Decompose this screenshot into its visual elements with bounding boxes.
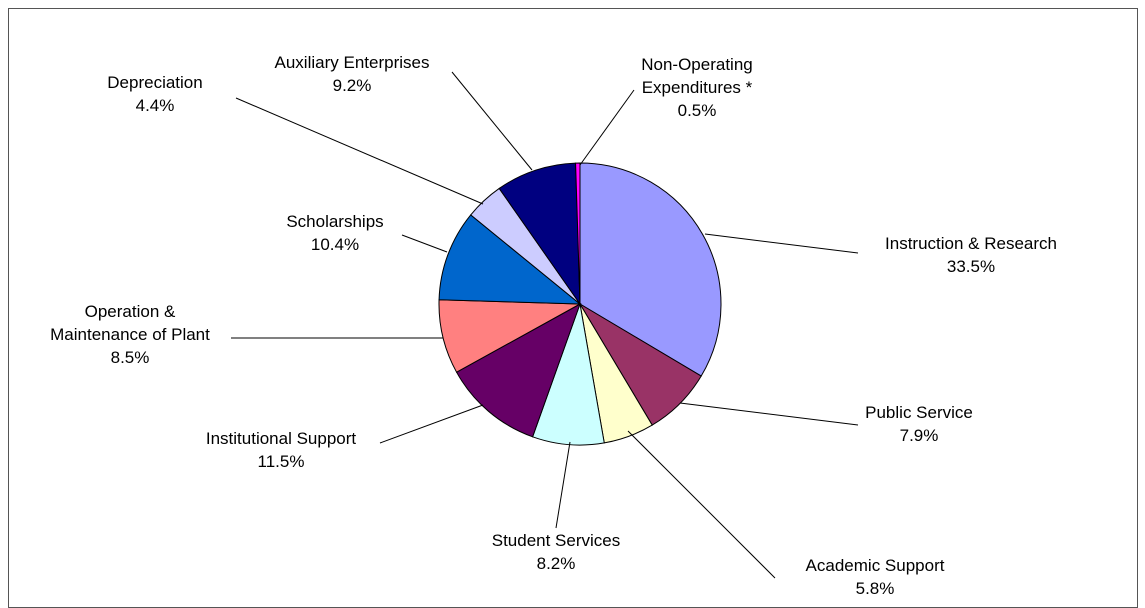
slice-label-operation-maintenance-of-plant: Maintenance of Plant [50, 325, 210, 344]
slice-value-non-operating-expenditures: 0.5% [678, 101, 717, 120]
slice-label-institutional-support: Institutional Support [206, 429, 357, 448]
slice-value-instruction-research: 33.5% [947, 257, 995, 276]
slice-label-student-services: Student Services [492, 531, 621, 550]
leader-line-non-operating-expenditures [579, 89, 635, 166]
slice-label-public-service: Public Service [865, 403, 973, 422]
slice-scholarships [438, 214, 582, 305]
leader-line-scholarships [401, 234, 448, 253]
leader-line-student-services [555, 441, 571, 529]
leader-line-auxiliary-enterprises [451, 71, 533, 171]
slice-label-operation-maintenance-of-plant: Operation & [85, 302, 176, 321]
slice-labels: Instruction & Research 33.5% Public Servic… [50, 53, 1057, 598]
slice-value-institutional-support: 11.5% [258, 452, 305, 471]
leader-line-depreciation [235, 97, 484, 205]
slice-auxiliary-enterprises [498, 162, 581, 306]
leader-line-academic-support [627, 430, 776, 579]
slice-label-non-operating-expenditures: Non-Operating [641, 55, 753, 74]
slice-value-auxiliary-enterprises: 9.2% [333, 76, 372, 95]
slice-value-student-services: 8.2% [537, 554, 576, 573]
slice-value-academic-support: 5.8% [856, 579, 895, 598]
leader-line-public-service [679, 402, 859, 426]
slice-value-depreciation: 4.4% [136, 96, 175, 115]
pie-slices [438, 162, 722, 446]
slice-value-operation-maintenance-of-plant: 8.5% [111, 348, 150, 367]
slice-non-operating-expenditures [575, 162, 581, 305]
slice-label-auxiliary-enterprises: Auxiliary Enterprises [275, 53, 430, 72]
slice-label-academic-support: Academic Support [806, 556, 945, 575]
slice-value-scholarships: 10.4% [311, 235, 359, 254]
slice-institutional-support [455, 302, 581, 438]
slice-instruction-research [579, 162, 722, 377]
leader-line-institutional-support [379, 404, 484, 444]
slice-label-scholarships: Scholarships [286, 212, 383, 231]
slice-value-public-service: 7.9% [900, 426, 939, 445]
slice-label-depreciation: Depreciation [107, 73, 202, 92]
slice-label-non-operating-expenditures: Expenditures * [642, 78, 753, 97]
leader-line-instruction-research [704, 233, 859, 254]
slice-label-instruction-research: Instruction & Research [885, 234, 1057, 253]
